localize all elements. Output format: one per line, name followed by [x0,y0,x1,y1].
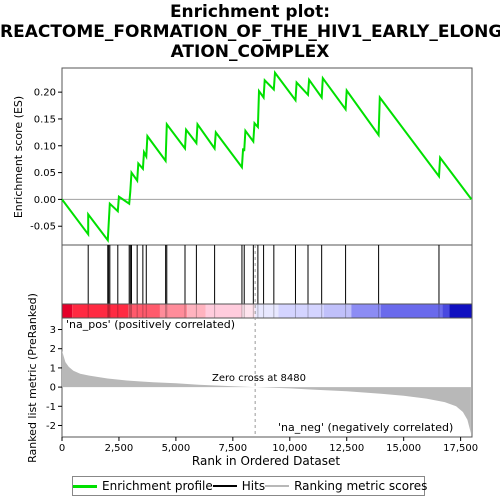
heatmap-band [205,304,242,318]
heatmap-band [62,304,73,318]
es-y-axis-label: Enrichment score (ES) [12,96,25,218]
plot-title: Enrichment plot: REACTOME_FORMATION_OF_T… [0,2,500,62]
pos-corr-label: 'na_pos' (positively correlated) [66,318,235,331]
legend-ranking-swatch [265,485,290,487]
legend-hits-swatch [212,485,237,487]
rank-ytick-label: -1 [46,402,56,413]
legend-enrichment: Enrichment profile [73,479,213,493]
title-line-3: ATION_COMPLEX [170,42,330,62]
rank-ytick-label: 1 [50,363,56,374]
es-ytick-label: 0.15 [34,114,56,125]
heatmap-band [241,304,256,318]
es-ytick-label: 0.00 [34,195,56,206]
legend-enrichment-label: Enrichment profile [102,479,213,493]
x-tick-label: 5,000 [162,443,191,454]
ranking-heatmap-strip [62,304,472,318]
heatmap-band [159,304,188,318]
x-tick-label: 12,500 [329,443,364,454]
x-tick-label: 17,500 [443,443,478,454]
x-tick-label: 0 [59,443,65,454]
title-line-2: REACTOME_FORMATION_OF_THE_HIV1_EARLY_ELO… [0,22,500,42]
x-tick-label: 15,000 [386,443,421,454]
hits-panel-frame [61,244,473,305]
rank-ytick-label: 2 [50,344,56,355]
heatmap-band [187,304,206,318]
legend-hits-label: Hits [241,479,266,493]
heatmap-band [128,304,160,318]
x-tick-label: 2,500 [105,443,134,454]
x-tick-label: 7,500 [219,443,248,454]
heatmap-band [323,304,352,318]
es-panel-frame [61,67,473,246]
legend: Enrichment profile Hits Ranking metric s… [72,476,427,496]
x-axis-label: Rank in Ordered Dataset [192,454,340,468]
title-line-1: Enrichment plot: [169,2,331,22]
enrichment-profile-line [61,70,473,243]
rank-y-axis-label: Ranked list metric (PreRanked) [26,293,39,463]
rank-ytick-label: 0 [50,383,56,394]
heatmap-band [380,304,443,318]
legend-enrichment-swatch [73,484,97,488]
legend-ranking: Ranking metric scores [265,479,427,493]
rank-ytick-label: 3 [50,325,56,336]
heatmap-band [278,304,324,318]
rank-ytick-label: -2 [46,421,56,432]
es-ytick-label: 0.20 [34,88,56,99]
es-ytick-label: 0.10 [34,141,56,152]
es-ytick-label: 0.05 [34,168,56,179]
zero-cross-label: Zero cross at 8480 [212,373,306,384]
legend-ranking-label: Ranking metric scores [294,479,428,493]
legend-hits: Hits [212,479,266,493]
heatmap-band [449,304,472,318]
rank-panel-frame [61,317,473,438]
heatmap-band [72,304,129,318]
x-tick-label: 10,000 [272,443,307,454]
heatmap-band [351,304,381,318]
es-ytick-label: -0.05 [30,222,56,233]
heatmap-band [255,304,279,318]
heatmap-band [442,304,450,318]
neg-corr-label: 'na_neg' (negatively correlated) [278,421,453,434]
ranking-metric-area [62,350,471,434]
